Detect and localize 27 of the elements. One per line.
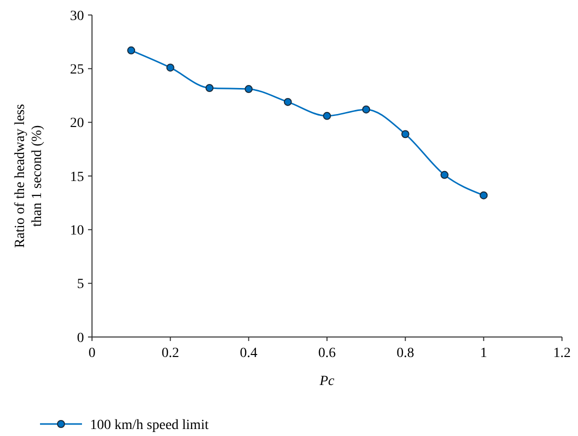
- point: [440, 170, 448, 179]
- x-tick-label: 0.8: [396, 346, 414, 361]
- x-tick-label: 0: [88, 346, 96, 361]
- x-axis-title: Pc: [318, 374, 336, 389]
- x-tick-label: 1.2: [553, 346, 571, 361]
- point: [401, 130, 410, 138]
- y-tick-label: 5: [77, 277, 84, 292]
- y-tick-label: 30: [70, 8, 84, 24]
- point: [362, 105, 370, 114]
- point: [244, 85, 253, 94]
- x-tick-label: 1: [480, 346, 488, 361]
- legend-label: 100 km/h speed limit: [90, 418, 209, 433]
- y-tick-label: 0: [77, 330, 84, 346]
- x-tick-label: 0.6: [318, 346, 336, 361]
- point: [127, 46, 136, 54]
- point: [206, 84, 214, 92]
- y-tick-label: 10: [70, 224, 84, 239]
- y-tick-label: 20: [70, 116, 84, 132]
- point: [284, 98, 292, 106]
- x-tick-label: 0.4: [240, 346, 258, 361]
- point: [480, 191, 488, 200]
- y-tick-label: 15: [70, 170, 84, 185]
- y-tick-label: 25: [70, 62, 84, 78]
- y-axis-title: Ratio of the headway less than 1 second (%): [13, 104, 45, 248]
- x-tick-label: 0.2: [162, 346, 180, 361]
- point: [166, 64, 174, 72]
- point: [323, 112, 331, 120]
